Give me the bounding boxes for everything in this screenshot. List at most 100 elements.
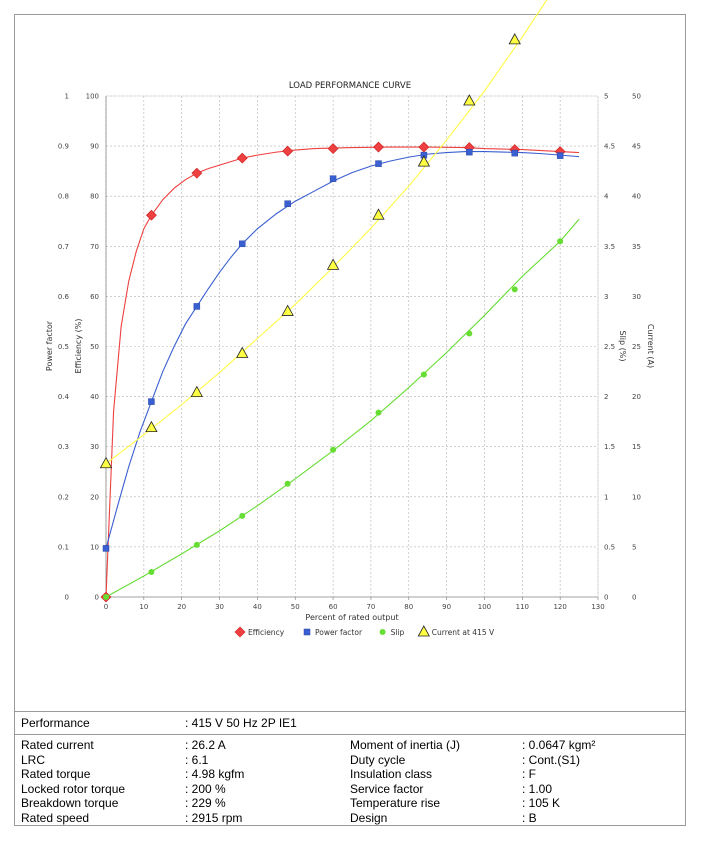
efficiency-line	[105, 146, 580, 598]
spec-value: : B	[522, 811, 537, 825]
efficiency-tick-label: 80	[90, 193, 99, 201]
slip-line	[105, 218, 580, 598]
chart-title: LOAD PERFORMANCE CURVE	[289, 81, 411, 91]
y-axis-label-efficiency: Efficiency (%)	[74, 319, 83, 374]
current-tick-label: 10	[632, 493, 641, 501]
current-at-415-v-point	[236, 346, 249, 358]
power-factor-tick-label: 0.4	[58, 393, 70, 401]
efficiency-tick-label: 20	[90, 493, 99, 501]
x-tick-label: 10	[139, 603, 148, 611]
current-at-415-v-point	[326, 258, 340, 270]
legend: Efficiency Power factor Slip Current at 415…	[234, 625, 495, 638]
efficiency-tick-label: 100	[86, 93, 99, 101]
specs-table: Performance : 415 V 50 Hz 2P IE1 Rated c…	[14, 711, 686, 826]
slip-tick-label: 4	[604, 193, 609, 201]
spec-label: LRC	[21, 752, 46, 767]
legend-label-current-at-415-v: Current at 415 V	[432, 628, 495, 637]
power-factor-tick-label: 0.6	[58, 293, 70, 301]
power-factor-tick-label: 0.5	[58, 343, 69, 351]
efficiency-point	[191, 167, 203, 179]
efficiency-tick-label: 10	[90, 543, 99, 551]
x-tick-label: 30	[215, 603, 224, 611]
axes: 0 10 20 30 40 50 60 70 80 90 100 110 120 13000.10.20.…	[58, 93, 641, 612]
spec-label: Rated torque	[21, 767, 91, 782]
spec-value: : 1.00	[522, 781, 553, 796]
slip-point	[466, 330, 473, 337]
slip-point	[284, 480, 291, 487]
spec-label: Breakdown torque	[21, 796, 119, 811]
current-tick-label: 45	[632, 143, 641, 151]
slip-point	[193, 541, 200, 548]
power-factor-line	[105, 151, 580, 549]
slip-tick-label: 1	[604, 493, 608, 501]
efficiency-tick-label: 0	[95, 594, 99, 602]
x-tick-label: 0	[104, 603, 108, 611]
legend-marker-current-at-415-v	[417, 625, 430, 637]
current-tick-label: 50	[632, 93, 641, 101]
efficiency-point	[145, 209, 157, 221]
power-factor-tick-label: 0.8	[58, 193, 69, 201]
x-axis-label: Percent of rated output	[305, 613, 398, 622]
power-factor-point	[238, 240, 246, 248]
slip-tick-label: 3	[604, 293, 608, 301]
power-factor-tick-label: 0.3	[58, 443, 69, 451]
power-factor-tick-label: 0.2	[58, 493, 69, 501]
slip-point	[103, 594, 109, 600]
spec-value: : 2915 rpm	[185, 811, 243, 825]
current-tick-label: 25	[632, 343, 641, 351]
power-factor-point	[329, 175, 337, 182]
power-factor-point	[511, 149, 518, 157]
slip-tick-label: 2	[604, 393, 608, 401]
slip-point	[239, 512, 246, 519]
x-tick-label: 20	[177, 603, 186, 611]
x-tick-label: 100	[478, 603, 491, 611]
spec-label: Design	[350, 811, 388, 825]
spec-label: Duty cycle	[350, 752, 406, 767]
current-at-415-v-point	[190, 385, 204, 397]
efficiency-point	[373, 141, 384, 153]
power-factor-point	[102, 545, 110, 552]
slip-tick-label: 5	[604, 93, 608, 101]
x-tick-label: 60	[329, 603, 338, 611]
power-factor-point	[375, 160, 382, 167]
x-tick-label: 50	[291, 603, 300, 611]
power-factor-point	[466, 148, 473, 156]
slip-point	[511, 286, 518, 293]
spec-value: : 4.98 kgfm	[185, 767, 245, 782]
current-at-415-v-point	[508, 33, 521, 45]
spec-value: : 229 %	[185, 796, 226, 811]
efficiency-tick-label: 70	[90, 243, 99, 251]
spec-label: Insulation class	[350, 767, 433, 782]
load-performance-chart: LOAD PERFORMANCE CURVE Percent of rated …	[45, 0, 655, 638]
slip-tick-label: 4.5	[604, 143, 615, 151]
current-tick-label: 40	[632, 193, 641, 201]
slip-tick-label: 0.5	[604, 543, 615, 551]
spec-label: Rated current	[21, 738, 94, 752]
legend-marker-efficiency	[234, 626, 246, 638]
current-tick-label: 35	[632, 243, 641, 251]
slip-tick-label: 2.5	[604, 343, 615, 351]
efficiency-point	[282, 145, 294, 157]
legend-marker-power-factor	[303, 628, 311, 636]
x-tick-label: 90	[442, 603, 451, 611]
series	[99, 0, 580, 603]
slip-point	[375, 409, 382, 416]
efficiency-tick-label: 90	[90, 143, 99, 151]
y-axis-label-slip: Slip (%)	[618, 331, 627, 362]
current-at-415-v-point	[417, 155, 431, 167]
slip-tick-label: 0	[604, 594, 608, 602]
power-factor-tick-label: 0	[65, 594, 69, 602]
slip-tick-label: 3.5	[604, 243, 615, 251]
x-tick-label: 120	[553, 603, 566, 611]
legend-label-slip: Slip	[391, 628, 405, 637]
spec-label: Rated speed	[21, 811, 90, 825]
x-tick-label: 110	[516, 603, 529, 611]
spec-label: Moment of inertia (J)	[350, 738, 461, 752]
slip-point	[420, 371, 427, 378]
slip-tick-label: 1.5	[604, 443, 615, 451]
grid	[105, 95, 599, 598]
slip-point	[330, 446, 337, 453]
spec-value: : F	[522, 767, 536, 782]
power-factor-tick-label: 0.1	[58, 543, 69, 551]
spec-value: : Cont.(S1)	[522, 752, 581, 767]
